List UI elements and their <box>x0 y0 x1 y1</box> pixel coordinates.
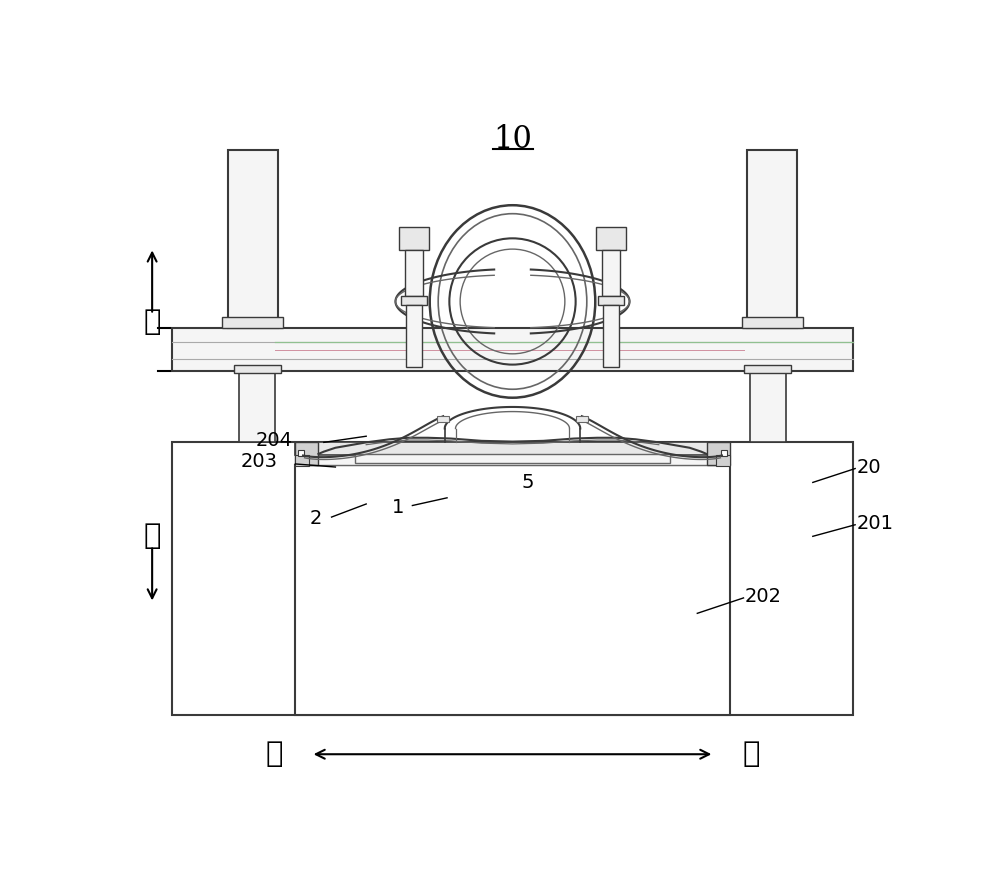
Text: 右: 右 <box>742 740 760 768</box>
Bar <box>239 371 275 442</box>
Bar <box>172 442 853 715</box>
Bar <box>602 250 620 296</box>
Text: 201: 201 <box>857 513 894 533</box>
Text: 10: 10 <box>493 124 532 154</box>
Bar <box>744 365 791 373</box>
Text: 下: 下 <box>143 522 161 550</box>
Text: 左: 左 <box>265 740 283 768</box>
Text: 2: 2 <box>309 509 322 528</box>
Bar <box>295 442 318 464</box>
Bar <box>406 306 422 367</box>
Bar <box>598 296 624 306</box>
Bar <box>750 371 786 442</box>
Bar <box>295 464 730 715</box>
Bar <box>298 450 304 456</box>
Bar <box>399 227 429 250</box>
Bar <box>222 317 283 328</box>
Bar <box>707 442 730 464</box>
Text: 1: 1 <box>392 498 405 518</box>
Text: 204: 204 <box>256 431 293 450</box>
Bar <box>437 416 449 421</box>
Bar <box>305 456 720 464</box>
Bar <box>576 416 588 421</box>
Text: 上: 上 <box>143 308 161 336</box>
Bar <box>234 365 281 373</box>
Bar <box>295 456 309 466</box>
Bar <box>603 306 619 367</box>
Bar <box>716 456 730 466</box>
Text: 203: 203 <box>241 452 278 471</box>
Bar <box>596 227 626 250</box>
Bar <box>401 296 427 306</box>
Text: 20: 20 <box>857 457 881 477</box>
Bar <box>721 450 727 456</box>
Bar <box>742 317 803 328</box>
Bar <box>747 150 797 328</box>
Text: 5: 5 <box>522 473 534 492</box>
Bar <box>405 250 423 296</box>
Bar <box>172 328 853 371</box>
Bar <box>295 442 730 456</box>
Text: 202: 202 <box>745 587 782 606</box>
Bar <box>228 150 278 328</box>
Bar <box>355 454 670 463</box>
